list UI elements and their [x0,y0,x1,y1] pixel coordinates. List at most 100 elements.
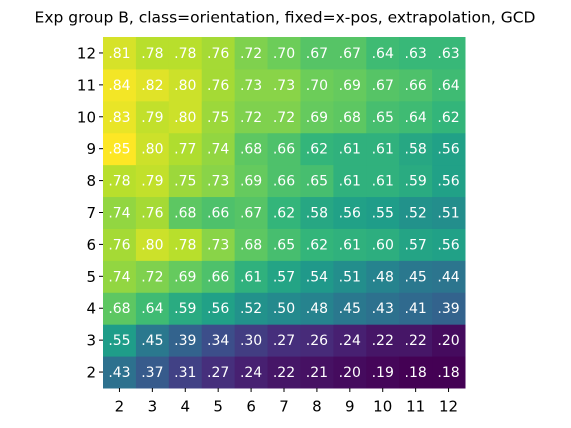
heatmap-cell [135,260,170,293]
x-tick-label: 6 [246,398,256,416]
cell-label: .61 [339,174,361,190]
heatmap-cell [399,228,433,261]
cell-label: .18 [437,365,459,381]
heatmap-cell [135,37,170,70]
cell-label: .44 [437,269,459,285]
cell-label: .55 [108,333,130,349]
cell-label: .63 [437,46,459,62]
cell-label: .45 [141,333,163,349]
cell-label: .76 [108,237,130,253]
cell-label: .60 [372,237,394,253]
heatmap-cell [103,164,137,198]
cell-label: .58 [405,142,427,158]
heatmap-cell [267,68,301,102]
heatmap-cell [168,68,203,102]
x-tick-label: 5 [213,398,223,416]
cell-label: .75 [207,110,229,126]
heatmap-cell [432,260,466,293]
cell-label: .22 [405,333,427,349]
cell-label: .76 [207,78,229,94]
heatmap-cell [300,132,334,166]
heatmap-cell [300,324,334,357]
cell-label: .73 [207,174,229,190]
cell-label: .78 [108,174,130,190]
cell-label: .72 [240,110,262,126]
cell-label: .76 [141,206,163,222]
cell-label: .85 [108,142,130,158]
cell-label: .19 [372,365,394,381]
cell-label: .64 [437,78,459,94]
heatmap-cell [234,68,269,102]
cell-label: .62 [306,237,328,253]
cell-label: .69 [240,174,262,190]
heatmap-cell [103,132,137,166]
heatmap-cell [234,356,269,389]
heatmap-cell [234,260,269,293]
cell-label: .77 [174,142,196,158]
heatmap-cell [399,37,433,70]
cell-label: .22 [372,333,394,349]
heatmap-cell [300,100,334,134]
heatmap-cell [267,132,301,166]
heatmap-cell [103,260,137,293]
heatmap-cell [399,164,433,198]
y-tick-label: 11 [77,76,96,94]
cell-label: .56 [437,237,459,253]
heatmap-cell [333,68,367,102]
cell-label: .61 [240,269,262,285]
cell-label: .43 [372,301,394,317]
cell-label: .74 [207,142,229,158]
cell-label: .81 [108,46,130,62]
cell-label: .41 [405,301,427,317]
cell-label: .51 [339,269,361,285]
cell-label: .43 [108,365,130,381]
y-tick-label: 9 [86,140,96,158]
cell-label: .80 [174,110,196,126]
heatmap-cell [135,164,170,198]
cell-label: .62 [273,206,295,222]
heatmap-cell [432,292,466,325]
cell-label: .57 [273,269,295,285]
heatmap-cell [333,196,367,229]
heatmap-cell [300,164,334,198]
heatmap-cell [300,68,334,102]
cell-label: .59 [405,174,427,190]
heatmap-cell [432,37,466,70]
cell-label: .61 [339,237,361,253]
heatmap-cell [201,324,236,357]
heatmap-cell [333,132,367,166]
cell-label: .65 [273,237,295,253]
heatmap-cell [333,37,367,70]
heatmap-cell [201,164,236,198]
heatmap-cell [234,132,269,166]
cell-label: .64 [405,110,427,126]
heatmap-cell [432,164,466,198]
y-tick-label: 4 [86,300,96,318]
heatmap-cell [103,100,137,134]
cell-label: .62 [437,110,459,126]
heatmap-cell [399,324,433,357]
heatmap-cell [432,132,466,166]
heatmap-cell [366,228,400,261]
cell-label: .67 [372,78,394,94]
heatmap-cell [201,292,236,325]
cell-label: .55 [372,206,394,222]
heatmap-cell [234,292,269,325]
heatmap-cell [366,260,400,293]
cell-label: .74 [108,206,130,222]
cell-label: .68 [339,110,361,126]
cell-label: .30 [240,333,262,349]
cell-label: .74 [108,269,130,285]
cell-label: .65 [372,110,394,126]
cell-label: .73 [240,78,262,94]
cell-label: .24 [240,365,262,381]
heatmap-cell [300,228,334,261]
heatmap-cell [333,292,367,325]
cell-label: .72 [240,46,262,62]
heatmap-cell [399,100,433,134]
heatmap-cell [234,228,269,261]
heatmap-cell [201,260,236,293]
heatmap-cell [366,132,400,166]
heatmap-cell [168,37,203,70]
cell-label: .66 [273,174,295,190]
